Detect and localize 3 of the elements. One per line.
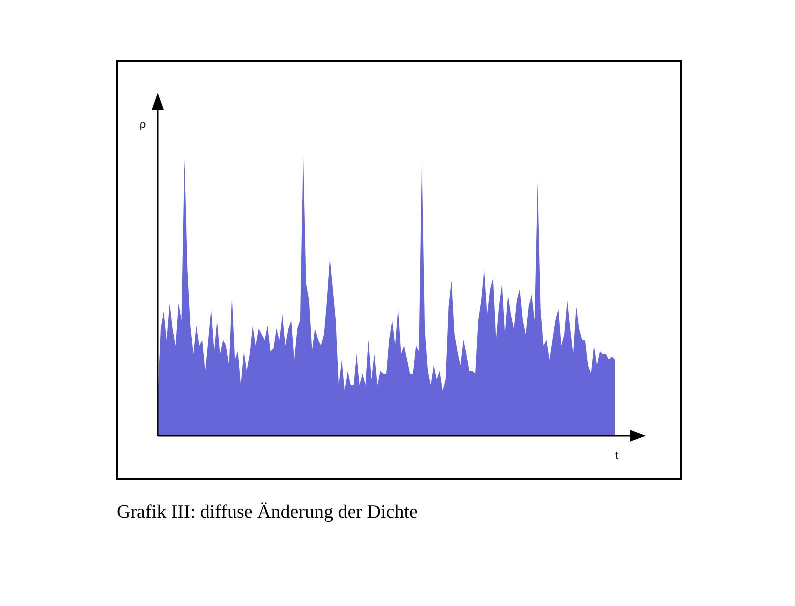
x-axis-title: t [615, 450, 619, 462]
text: Grafik III: diffuse Änderung der Dichte [117, 502, 418, 523]
y-axis-title: ρ [140, 119, 146, 131]
